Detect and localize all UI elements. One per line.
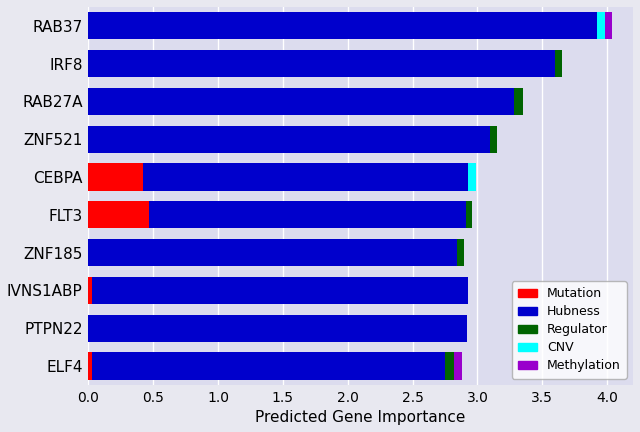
Legend: Mutation, Hubness, Regulator, CNV, Methylation: Mutation, Hubness, Regulator, CNV, Methy… [512,281,627,379]
Bar [88,353,92,380]
Bar [88,12,596,39]
Bar [88,126,490,153]
Bar [88,239,457,266]
Bar [88,201,149,229]
Bar [88,88,514,115]
Bar [596,12,605,39]
Bar [88,314,467,342]
Bar [445,353,454,380]
Bar [143,163,468,191]
Bar [92,353,445,380]
Bar [605,12,612,39]
Bar [92,277,468,304]
Bar [454,353,462,380]
Bar [88,163,143,191]
Bar [88,277,92,304]
Bar [88,50,556,77]
Bar [468,163,476,191]
Bar [514,88,523,115]
Bar [457,239,465,266]
Bar [490,126,497,153]
X-axis label: Predicted Gene Importance: Predicted Gene Importance [255,410,466,425]
Bar [556,50,562,77]
Bar [466,201,472,229]
Bar [149,201,466,229]
